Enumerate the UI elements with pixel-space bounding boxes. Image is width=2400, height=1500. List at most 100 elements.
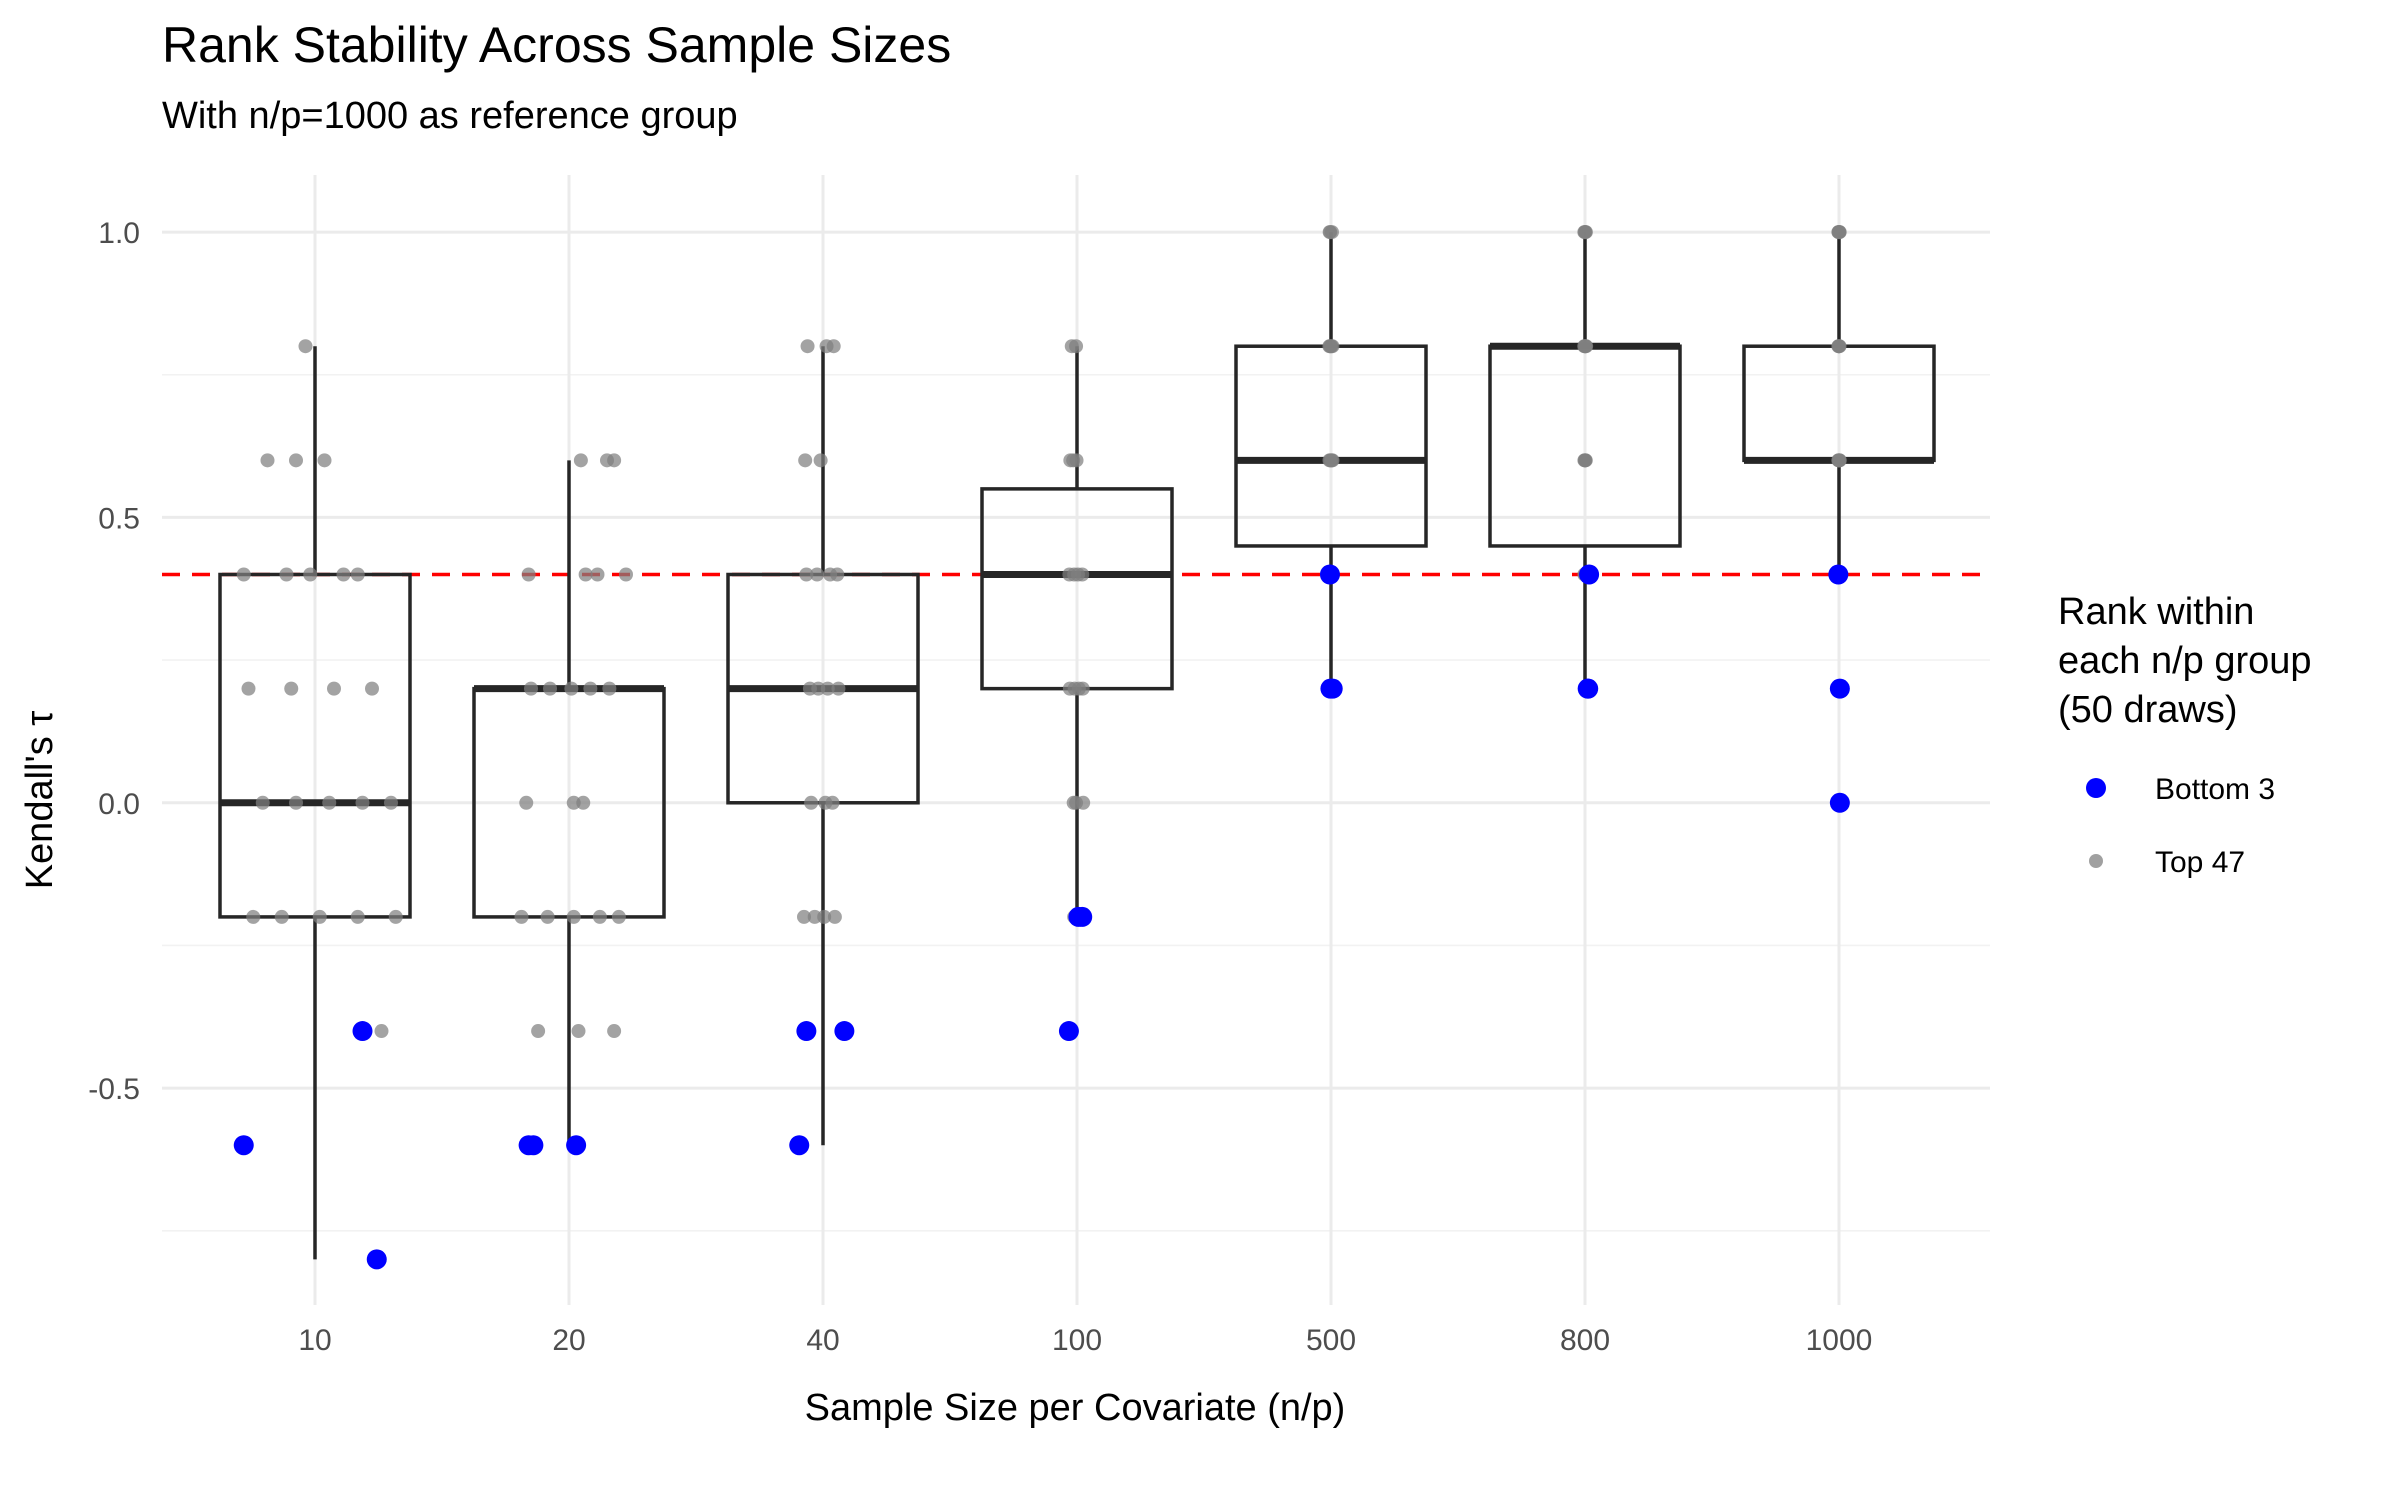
point-top-47 xyxy=(524,681,538,696)
point-bottom-3 xyxy=(1072,906,1093,927)
legend-label-top-47: Top 47 xyxy=(2155,846,2245,879)
point-top-47 xyxy=(607,1024,622,1039)
point-top-47 xyxy=(826,339,841,354)
point-top-47 xyxy=(827,909,842,924)
point-bottom-3 xyxy=(1579,564,1600,585)
point-top-47 xyxy=(1324,225,1339,240)
point-top-47 xyxy=(813,453,828,468)
point-bottom-3 xyxy=(523,1135,544,1156)
point-top-47 xyxy=(590,567,605,582)
point-bottom-3 xyxy=(1319,564,1340,585)
point-top-47 xyxy=(804,795,819,810)
x-tick-label: 500 xyxy=(1306,1324,1356,1357)
y-tick-label: 0.5 xyxy=(98,502,140,535)
point-top-47 xyxy=(236,567,251,582)
point-top-47 xyxy=(322,795,337,810)
x-tick-label: 1000 xyxy=(1806,1324,1873,1357)
point-bottom-3 xyxy=(1829,678,1850,699)
point-bottom-3 xyxy=(1828,564,1849,585)
point-top-47 xyxy=(619,567,633,582)
point-top-47 xyxy=(1832,225,1847,240)
x-tick-label: 40 xyxy=(806,1324,839,1357)
points-layer xyxy=(233,225,1850,1270)
legend-key-top-47 xyxy=(2089,854,2103,868)
x-axis-label: Sample Size per Covariate (n/p) xyxy=(805,1387,1346,1429)
point-top-47 xyxy=(365,681,379,696)
point-top-47 xyxy=(798,453,813,468)
legend-title-line-3: (50 draws) xyxy=(2058,689,2238,731)
point-bottom-3 xyxy=(1829,792,1850,813)
legend-title-line-1: Rank within xyxy=(2058,591,2254,633)
chart-subtitle: With n/p=1000 as reference group xyxy=(162,95,738,137)
point-bottom-3 xyxy=(566,1135,587,1156)
point-top-47 xyxy=(1069,339,1084,354)
point-top-47 xyxy=(279,567,294,582)
point-top-47 xyxy=(592,909,607,924)
point-top-47 xyxy=(1832,339,1847,354)
point-top-47 xyxy=(1325,339,1340,354)
point-top-47 xyxy=(519,795,534,810)
legend-title-line-2: each n/p group xyxy=(2058,640,2312,682)
point-top-47 xyxy=(1069,453,1084,468)
point-top-47 xyxy=(531,1024,546,1039)
point-top-47 xyxy=(514,909,529,924)
point-top-47 xyxy=(820,681,835,696)
point-top-47 xyxy=(355,795,370,810)
point-top-47 xyxy=(1579,339,1594,354)
point-top-47 xyxy=(611,909,626,924)
point-top-47 xyxy=(241,681,256,696)
y-axis-label: Kendall's τ xyxy=(19,711,61,890)
legend-key-bottom-3 xyxy=(2086,778,2106,798)
point-top-47 xyxy=(540,909,555,924)
point-top-47 xyxy=(289,453,303,468)
point-bottom-3 xyxy=(366,1249,387,1270)
point-top-47 xyxy=(289,795,303,810)
point-bottom-3 xyxy=(796,1021,817,1042)
point-top-47 xyxy=(830,567,845,582)
point-top-47 xyxy=(825,795,840,810)
point-top-47 xyxy=(317,453,332,468)
x-tick-label: 800 xyxy=(1560,1324,1610,1357)
point-bottom-3 xyxy=(1058,1021,1079,1042)
point-top-47 xyxy=(583,681,598,696)
point-top-47 xyxy=(810,567,825,582)
legend: Rank within each n/p group (50 draws) Bo… xyxy=(2058,591,2312,879)
point-top-47 xyxy=(817,909,832,924)
point-top-47 xyxy=(797,909,811,924)
point-top-47 xyxy=(298,339,313,354)
box-10 xyxy=(218,346,412,1260)
point-top-47 xyxy=(255,795,270,810)
point-top-47 xyxy=(274,909,289,924)
x-tick-label: 20 xyxy=(552,1324,585,1357)
y-tick-label: -0.5 xyxy=(88,1073,140,1106)
point-top-47 xyxy=(1832,453,1847,468)
point-top-47 xyxy=(312,909,327,924)
y-tick-label: 0.0 xyxy=(98,788,140,821)
point-top-47 xyxy=(374,1024,389,1039)
x-tick-labels: 10 20 40 100 500 800 1000 xyxy=(298,1324,1872,1357)
y-tick-label: 1.0 xyxy=(98,217,140,250)
point-bottom-3 xyxy=(1322,678,1343,699)
x-tick-label: 100 xyxy=(1052,1324,1102,1357)
point-bottom-3 xyxy=(834,1021,855,1042)
point-top-47 xyxy=(1578,453,1593,468)
point-top-47 xyxy=(1076,795,1091,810)
point-top-47 xyxy=(831,681,846,696)
point-top-47 xyxy=(573,453,588,468)
point-top-47 xyxy=(350,909,365,924)
point-top-47 xyxy=(602,681,617,696)
point-top-47 xyxy=(578,567,593,582)
point-top-47 xyxy=(1075,681,1090,696)
point-top-47 xyxy=(388,909,403,924)
legend-label-bottom-3: Bottom 3 xyxy=(2155,773,2275,806)
point-top-47 xyxy=(521,567,536,582)
point-top-47 xyxy=(384,795,398,810)
point-top-47 xyxy=(799,567,814,582)
point-top-47 xyxy=(571,1024,586,1039)
point-bottom-3 xyxy=(352,1021,373,1042)
point-top-47 xyxy=(260,453,275,468)
point-top-47 xyxy=(1325,453,1340,468)
x-tick-label: 10 xyxy=(298,1324,331,1357)
point-bottom-3 xyxy=(789,1135,810,1156)
